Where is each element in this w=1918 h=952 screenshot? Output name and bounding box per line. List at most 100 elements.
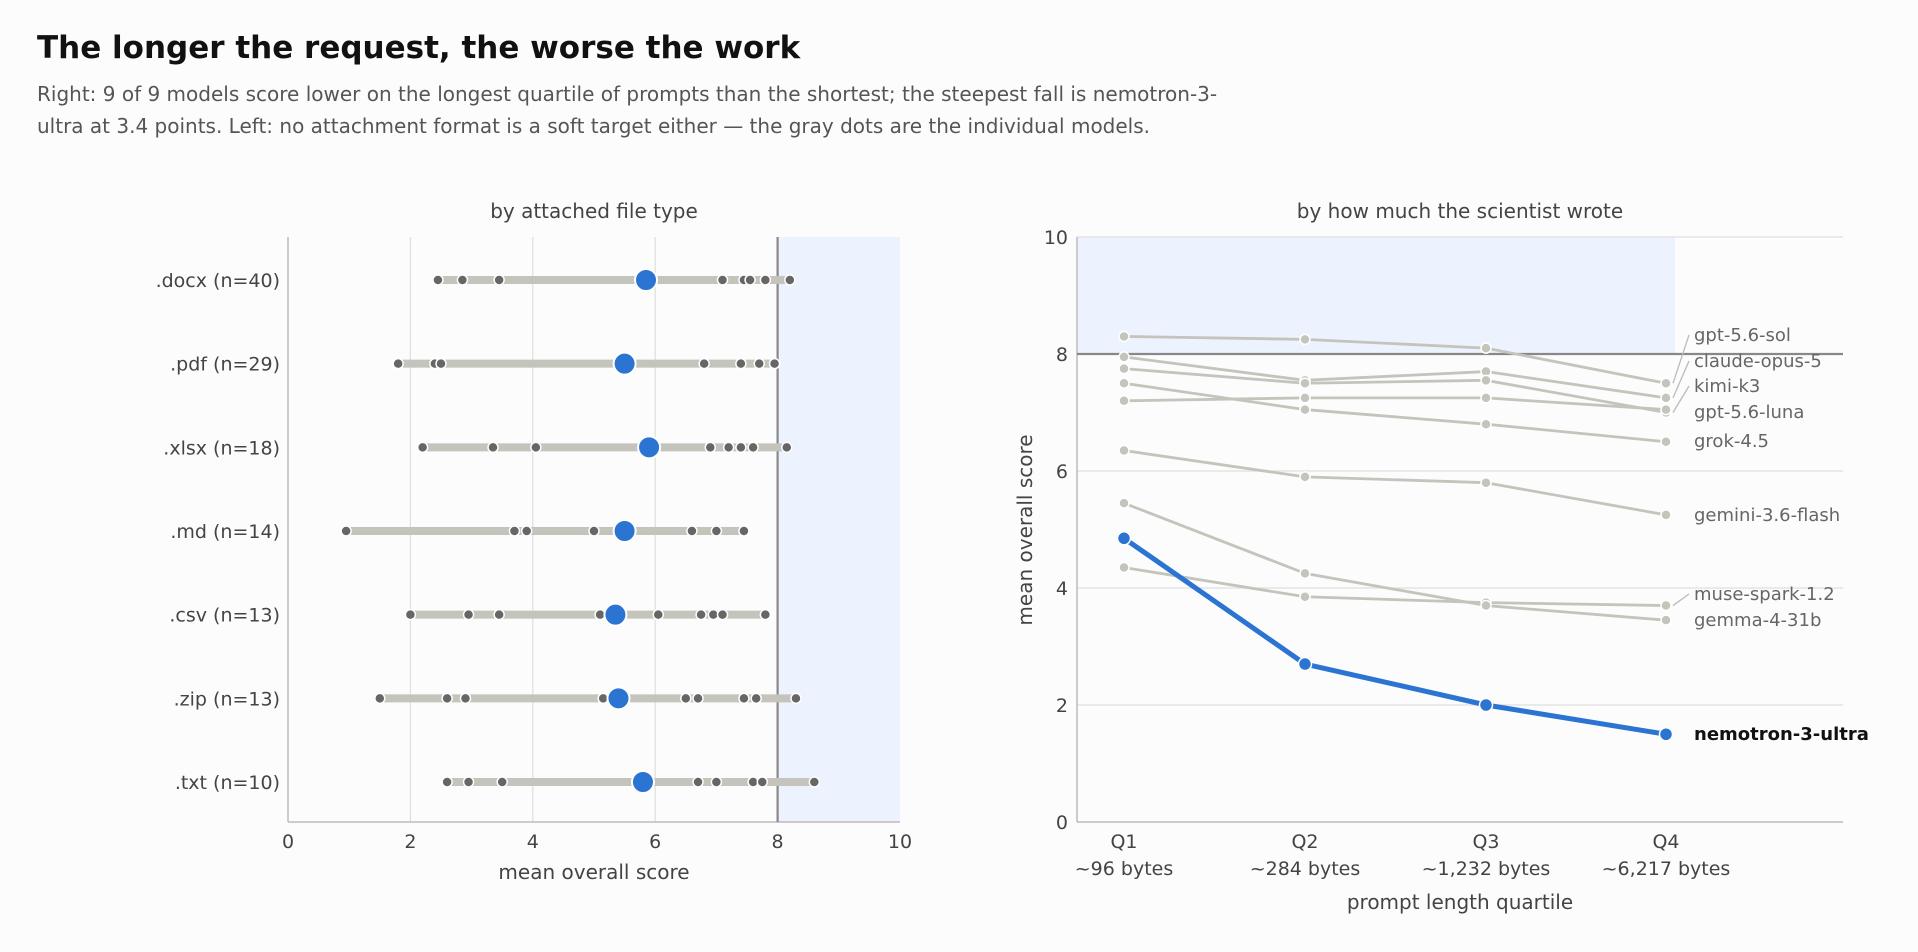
series-point [1299,403,1311,416]
model-dot [692,776,704,788]
target-band [1077,237,1675,354]
model-dot [680,692,692,705]
series-point [1480,342,1492,354]
y-tick-label: 2 [1056,695,1068,717]
series-line [1123,335,1667,385]
series-label: gpt-5.6-luna [1694,402,1804,423]
series-point [1480,476,1492,489]
model-dot [716,608,729,621]
x-tick-label: Q4 [1652,831,1679,853]
series-point [1480,392,1492,404]
model-dot [530,441,542,454]
label-leader [1672,593,1690,607]
model-dot [588,525,600,537]
x-tick-sublabel: ~284 bytes [1250,858,1361,880]
model-dot [435,357,447,370]
series-point [1118,351,1130,363]
target-band [777,237,900,822]
x-tick-label: 0 [282,831,294,853]
model-dot [781,441,793,454]
model-dot [759,274,772,286]
x-axis-label: mean overall score [498,860,689,884]
y-tick-label: 10 [1044,227,1068,249]
model-dot [744,274,756,286]
series-point [1660,436,1672,448]
mean-dot [612,351,637,376]
mean-dot [612,519,637,543]
category-label: .csv (n=13) [169,605,280,627]
model-dot [759,608,772,621]
series-point [1480,418,1492,430]
model-dot [753,357,765,370]
model-dot [738,525,750,537]
model-dot [738,692,750,705]
model-dot [404,608,417,621]
y-tick-label: 8 [1056,344,1068,366]
series-label: claude-opus-5 [1694,351,1822,372]
category-label: .txt (n=10) [175,772,280,794]
x-tick-sublabel: ~96 bytes [1075,858,1173,880]
series-label: gemini-3.6-flash [1694,505,1840,526]
mean-dot [630,770,655,794]
right-panel-prompt-length: by how much the scientist wrote 0 2 4 6 8 10 me… [1013,199,1869,914]
model-dot [441,692,453,705]
label-leader [1672,360,1690,399]
series-label: gemma-4-31b [1694,610,1821,631]
model-dot [520,525,533,537]
series-point [1299,392,1311,404]
series-point [1660,509,1672,521]
series-point [1478,697,1494,713]
y-axis-label: mean overall score [1013,434,1037,625]
series-point [1660,392,1672,404]
series-point [1299,591,1311,603]
model-dot [698,357,710,370]
model-dot [686,525,698,537]
model-dot [750,692,762,705]
series-line [1123,501,1667,622]
series-point [1480,599,1492,612]
model-dot [432,274,444,286]
series-label: grok-4.5 [1694,431,1769,452]
panel-title: by how much the scientist wrote [1297,199,1623,223]
series-point [1118,395,1130,407]
model-dot [710,776,723,788]
series-label: kimi-k3 [1694,376,1760,397]
series-point [1299,333,1311,346]
category-label: .xlsx (n=18) [163,437,280,459]
x-tick-label: 2 [404,831,416,853]
series-line [1123,381,1667,444]
model-dot [652,608,665,621]
category-label: .pdf (n=29) [170,354,280,376]
series-point [1480,374,1492,387]
mean-dot [637,435,662,460]
label-leader [1672,334,1690,384]
x-tick-label: Q3 [1472,831,1499,853]
y-tick-label: 0 [1056,812,1068,834]
series-point [1297,656,1313,672]
label-leader [1672,385,1690,413]
series-point [1299,567,1311,580]
series-line [1123,566,1667,607]
y-tick-label: 6 [1056,461,1068,483]
model-dot [808,776,821,788]
model-dot [456,274,469,286]
series-point [1118,377,1130,389]
x-tick-label: Q1 [1110,831,1137,853]
model-dot [462,608,475,621]
series-point [1660,377,1672,389]
model-dot [487,441,499,454]
series-line [1123,449,1667,517]
series-point [1118,330,1130,343]
series-point [1118,362,1130,375]
series-point [1660,599,1672,612]
series-point [1118,561,1130,574]
model-dot [790,692,802,705]
category-label: .md (n=14) [170,521,280,543]
x-tick-label: 10 [888,831,912,853]
chart-subtitle: Right: 9 of 9 models score lower on the … [37,82,1218,138]
x-tick-label: Q2 [1291,831,1318,853]
model-dot [735,441,747,454]
model-dot [459,692,472,705]
mean-dot [603,602,628,627]
series-point [1299,377,1311,389]
